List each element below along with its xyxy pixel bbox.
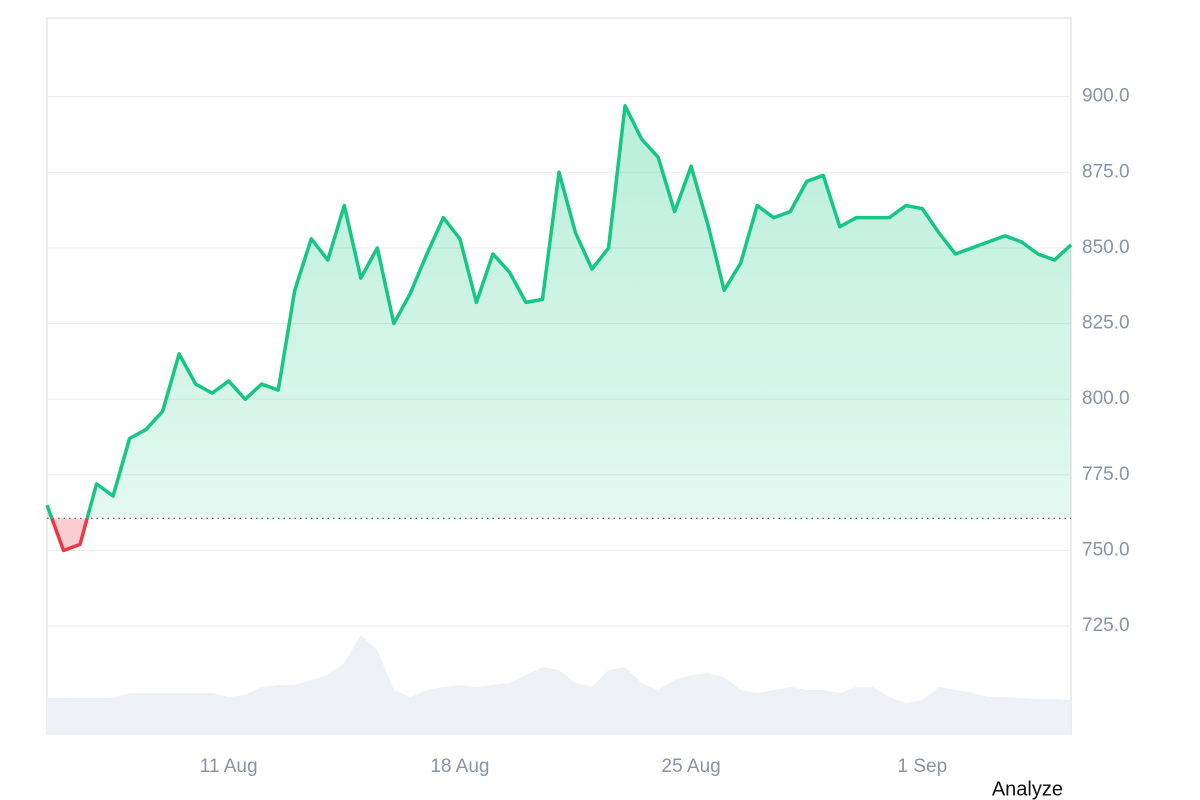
price-line [45, 103, 1073, 519]
y-tick-label: 875.0 [1082, 161, 1130, 182]
y-tick-label: 900.0 [1082, 86, 1130, 107]
y-tick-label: 850.0 [1082, 237, 1130, 258]
y-tick-label: 800.0 [1082, 388, 1130, 409]
y-tick-label: 725.0 [1082, 615, 1130, 636]
x-tick-label: 1 Sep [898, 756, 948, 777]
y-tick-label: 750.0 [1082, 539, 1130, 560]
x-tick-label: 18 Aug [430, 756, 489, 777]
volume-area [47, 635, 1071, 735]
price-area [47, 105, 1071, 519]
x-tick-label: 25 Aug [662, 756, 721, 777]
y-tick-label: 775.0 [1082, 464, 1130, 485]
x-tick-label: 11 Aug [200, 756, 258, 777]
plot: 725.0 750.0 775.0 800.0 825.0 850.0 875.0 900.0… [45, 17, 1130, 777]
analyze-button[interactable]: Analyze [992, 778, 1063, 800]
y-tick-label: 825.0 [1082, 313, 1130, 334]
